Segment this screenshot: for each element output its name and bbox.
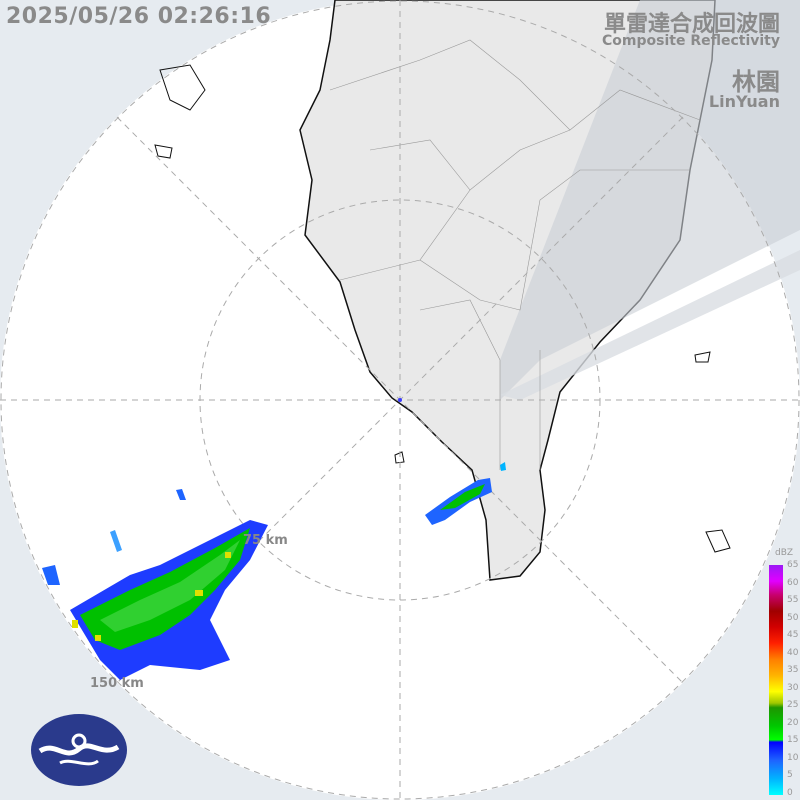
legend-label: 40 xyxy=(787,647,799,658)
legend-label: 50 xyxy=(787,612,799,623)
station-en: LinYuan xyxy=(708,92,780,111)
beam-blockage-sector xyxy=(500,0,800,400)
timestamp: 2025/05/26 02:26:16 xyxy=(6,4,272,29)
station-zh: 林園 xyxy=(732,68,780,96)
legend-color-bar xyxy=(769,565,783,795)
radar-site-marker xyxy=(398,398,402,402)
legend-label: 0 xyxy=(787,787,793,798)
beam-blockage-ray xyxy=(500,250,800,400)
legend-label: 10 xyxy=(787,752,799,763)
range-label-150: 150 km xyxy=(90,676,144,691)
legend-label: 25 xyxy=(787,700,799,710)
legend-label: 60 xyxy=(787,577,799,588)
cwa-logo xyxy=(31,714,127,786)
legend-label: 35 xyxy=(787,665,799,675)
legend-label: 30 xyxy=(787,682,799,693)
title-en: Composite Reflectivity xyxy=(602,33,780,49)
legend-label: 65 xyxy=(787,560,799,570)
range-label-75: 75 km xyxy=(243,533,288,548)
legend-label: 45 xyxy=(787,630,799,640)
title-zh: 單雷達合成回波圖 xyxy=(603,12,780,37)
legend-label: 20 xyxy=(787,717,799,728)
legend-label: 55 xyxy=(787,595,799,605)
echo-south xyxy=(425,462,506,525)
legend-unit: dBZ xyxy=(775,548,794,558)
county-boundaries xyxy=(329,39,701,470)
legend-label: 5 xyxy=(787,770,793,780)
legend-label: 15 xyxy=(787,735,799,745)
dbz-legend: dBZ 65 60 55 50 45 40 35 30 25 20 15 10 5 0 xyxy=(769,548,800,800)
echo-southwest xyxy=(42,489,268,680)
